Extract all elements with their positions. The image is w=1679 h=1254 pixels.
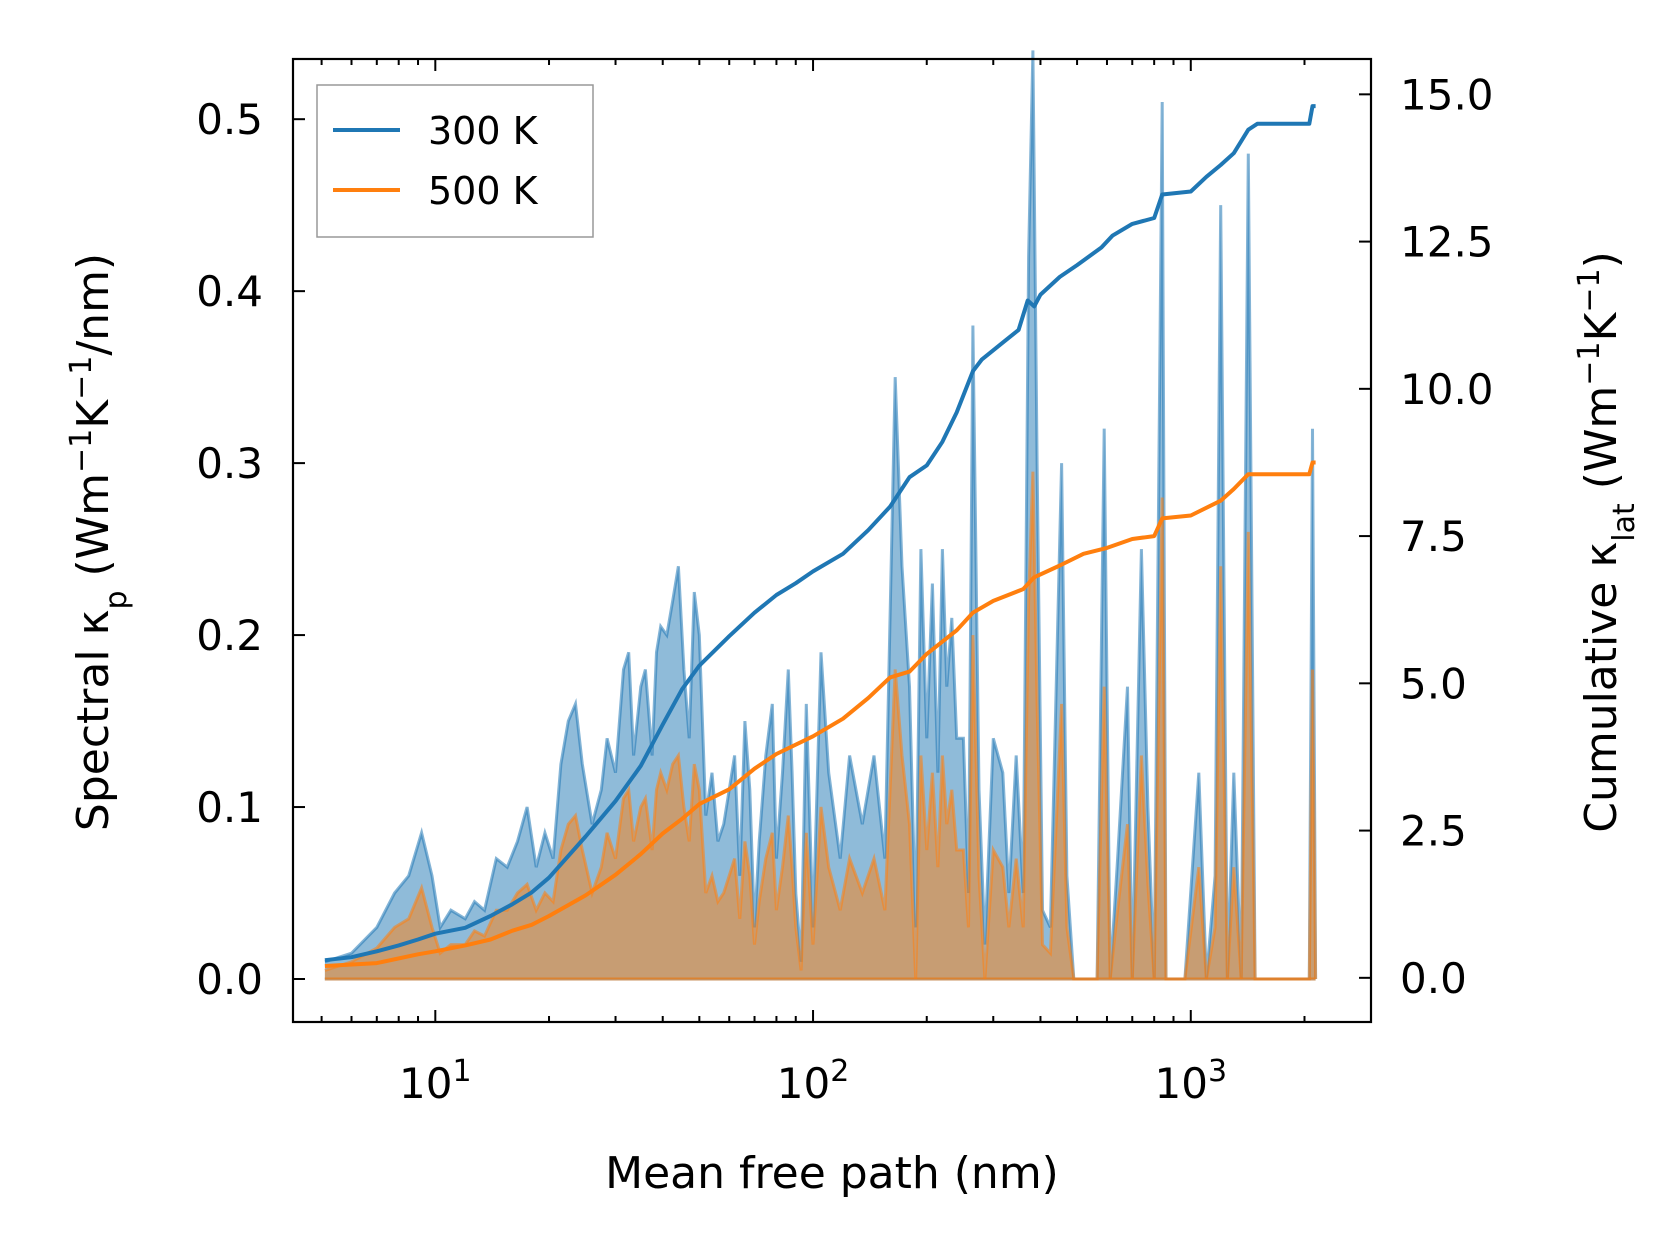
y-left-label-unit-b: K xyxy=(68,399,119,429)
y-left-tick-label: 0.4 xyxy=(196,267,263,316)
y-right-label-sub: lat xyxy=(1607,503,1642,542)
y-right-label-unit-b: K xyxy=(1576,311,1627,341)
y-left-label-exp1: −1 xyxy=(64,429,99,473)
y-right-tick-label: 12.5 xyxy=(1400,218,1494,267)
y-axis-left-label: Spectral κp (Wm−1K−1/nm) xyxy=(64,253,134,831)
x-tick-label: 103 xyxy=(1155,1054,1228,1109)
legend-label-300k: 300 K xyxy=(428,109,539,153)
y-right-tick-label: 2.5 xyxy=(1400,807,1467,856)
y-left-label-exp2: −1 xyxy=(64,356,99,400)
y-left-tick-label: 0.1 xyxy=(196,783,263,832)
cumulative-300k-line xyxy=(324,104,1316,963)
legend-box xyxy=(316,84,594,238)
legend: 300 K 500 K xyxy=(316,84,594,238)
x-tick-label-base: 10 xyxy=(777,1059,830,1108)
cumulative-500k-line xyxy=(324,460,1316,968)
y-left-tick-label: 0.3 xyxy=(196,439,263,488)
legend-label-500k: 500 K xyxy=(428,169,539,213)
x-tick-label-exp: 3 xyxy=(1208,1054,1227,1089)
plot-area xyxy=(324,50,1318,981)
y-right-label-exp2: −1 xyxy=(1572,268,1607,312)
y-left-tick-label: 0.0 xyxy=(196,955,263,1004)
x-tick-label: 102 xyxy=(777,1054,850,1109)
y-right-tick-label: 7.5 xyxy=(1400,512,1467,561)
y-right-tick-label: 0.0 xyxy=(1400,954,1467,1003)
y-right-tick-label: 10.0 xyxy=(1400,365,1494,414)
y-right-label-exp1: −1 xyxy=(1572,341,1607,385)
y-left-label-main: Spectral κ xyxy=(68,610,119,832)
y-right-tick-label: 15.0 xyxy=(1400,70,1494,119)
y-right-label-unit-c: ) xyxy=(1576,251,1627,268)
x-tick-label-exp: 2 xyxy=(830,1054,849,1089)
y-left-label-sub: p xyxy=(99,590,134,609)
ticks: 101 102 1030.00.10.20.30.40.50.02.55.07.51… xyxy=(196,59,1494,1109)
y-right-tick-label: 5.0 xyxy=(1400,659,1467,708)
y-left-tick-label: 0.5 xyxy=(196,95,263,144)
x-tick-label: 101 xyxy=(399,1054,472,1109)
x-tick-label-base: 10 xyxy=(399,1059,452,1108)
x-tick-label-exp: 1 xyxy=(452,1054,471,1089)
spectral-500k-line xyxy=(324,471,1318,981)
y-left-tick-label: 0.2 xyxy=(196,611,263,660)
y-right-label-unit-a: (Wm xyxy=(1576,386,1627,504)
spectral-300k-area xyxy=(324,50,1316,979)
y-left-label-unit-a: (Wm xyxy=(68,473,119,591)
spectral-300k-line xyxy=(324,50,1318,981)
y-axis-right-label: Cumulative κlat (Wm−1K−1) xyxy=(1572,251,1642,833)
y-right-label-main: Cumulative κ xyxy=(1576,542,1627,833)
x-tick-label-base: 10 xyxy=(1155,1059,1208,1108)
x-axis-label: Mean free path (nm) xyxy=(605,1148,1059,1199)
y-left-label-unit-c: /nm) xyxy=(68,253,119,356)
axes-frame xyxy=(291,57,1373,1024)
